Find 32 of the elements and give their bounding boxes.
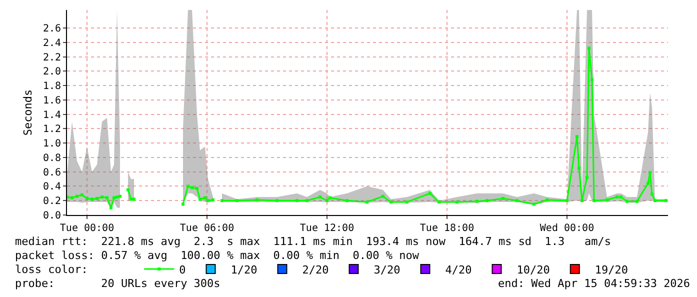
legend-label: 19/20: [594, 263, 628, 276]
y-tick-label: 1.6: [42, 95, 61, 106]
legend-label: 0: [179, 263, 186, 276]
y-tick-label: 1.4: [42, 110, 61, 121]
legend-label: 4/20: [445, 263, 472, 276]
y-tick-label: 0.2: [42, 196, 61, 208]
legend-label: 1/20: [230, 263, 258, 276]
y-axis-title: Seconds: [22, 89, 35, 136]
y-tick-label: 2.6: [42, 23, 61, 34]
x-tick-label: Tue 12:00: [300, 223, 354, 234]
y-tick-label: 1.8: [42, 81, 61, 92]
y-tick-label: 2.0: [42, 66, 61, 78]
x-tick-label: Tue 00:00: [60, 223, 114, 234]
y-tick-label: 0.0: [42, 210, 61, 222]
legend-label: 3/20: [374, 263, 400, 276]
y-tick-label: 1.0: [42, 138, 61, 150]
text: end: Wed Apr 15 04:59:33 2026: [498, 277, 690, 290]
legend-label: 10/20: [516, 263, 550, 276]
y-tick-label: 1.2: [42, 124, 61, 136]
text: packet loss: 0.57 % avg 100.00 % max 0.00 % min 0.00 % now: [15, 249, 420, 262]
y-tick-label: 0.4: [42, 182, 61, 193]
legend-label: 2/20: [302, 263, 329, 276]
x-tick-label: Wed 00:00: [540, 223, 594, 234]
x-tick-label: Tue 06:00: [180, 223, 234, 234]
y-tick-label: 0.8: [42, 152, 61, 164]
legend-title: loss color:: [15, 263, 88, 276]
x-tick-label: Tue 18:00: [420, 223, 474, 234]
y-tick-label: 2.4: [42, 38, 61, 49]
y-tick-label: 0.6: [42, 167, 61, 178]
text: median rtt: 221.8 ms avg 2.3 s max 111.1 ms min 193.4 ms now 164.7 ms sd 1.3 am/s: [15, 235, 612, 248]
y-tick-label: 2.2: [42, 52, 61, 64]
text: probe: 20 URLs every 300s: [15, 277, 220, 290]
